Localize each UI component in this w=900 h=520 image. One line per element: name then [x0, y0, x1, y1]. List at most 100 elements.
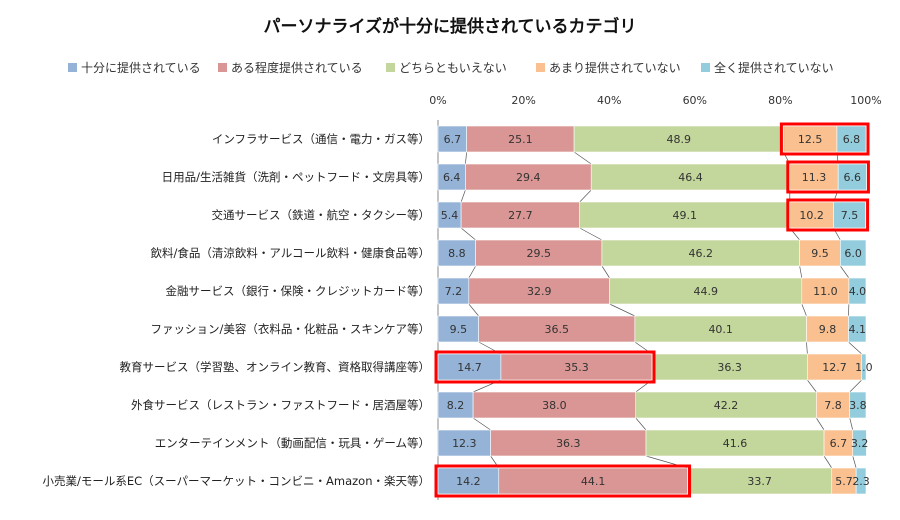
data-label: 35.3	[564, 361, 589, 374]
connector-line	[807, 379, 817, 393]
legend-swatch	[218, 63, 227, 72]
bar-segment	[833, 201, 866, 229]
data-label: 7.2	[445, 285, 463, 298]
x-tick-label: 60%	[683, 94, 707, 107]
bar-segment	[837, 163, 867, 191]
connector-line	[849, 417, 854, 431]
bar-segment	[609, 277, 803, 305]
bar-segment	[437, 163, 466, 191]
data-label: 6.8	[843, 133, 861, 146]
bar-segment	[855, 467, 867, 495]
bar-segment	[590, 163, 791, 191]
data-label: 46.2	[689, 247, 714, 260]
data-label: 5.4	[441, 209, 459, 222]
legend-swatch	[68, 63, 77, 72]
bar-row: 14.2 44.1 33.7 5.7 2.3	[437, 467, 870, 495]
legend-item: 十分に提供されている	[68, 60, 201, 75]
data-label: 12.3	[452, 437, 477, 450]
data-label: 36.5	[545, 323, 570, 336]
x-tick-label: 100%	[850, 94, 881, 107]
bar-segment	[807, 353, 863, 381]
data-label: 14.7	[457, 361, 482, 374]
legend-item: ある程度提供されている	[218, 60, 363, 75]
connector-line	[601, 265, 610, 279]
data-label: 3.8	[849, 399, 867, 412]
legend-swatch	[386, 63, 395, 72]
legend-item: どちらともいえない	[386, 61, 507, 75]
x-tick-label: 80%	[768, 94, 792, 107]
bar-segment	[799, 239, 841, 267]
category-label: 外食サービス（レストラン・ファストフード・居酒屋等）	[131, 398, 430, 412]
connector-line	[799, 265, 803, 279]
data-label: 4.1	[848, 323, 866, 336]
legend-item: 全く提供されていない	[701, 60, 834, 75]
data-label: 29.4	[516, 171, 541, 184]
legend: 十分に提供されている ある程度提供されている どちらともいえない あまり提供されていな…	[68, 60, 834, 75]
category-label: 交通サービス（鉄道・航空・タクシー等）	[212, 208, 431, 222]
legend-label: ある程度提供されている	[231, 60, 363, 75]
bar-segment	[437, 391, 474, 419]
data-label: 9.5	[450, 323, 468, 336]
connector-line	[472, 417, 491, 431]
bar-segment	[437, 239, 476, 267]
data-label: 14.2	[456, 475, 481, 488]
bar-segment	[634, 315, 807, 343]
data-label: 5.7	[835, 475, 853, 488]
data-label: 6.0	[844, 247, 862, 260]
data-label: 9.5	[811, 247, 829, 260]
legend-label: 全く提供されていない	[714, 60, 834, 75]
data-label: 42.2	[714, 399, 739, 412]
bar-segment	[573, 125, 784, 153]
bar-segment	[783, 125, 838, 153]
bar-segment	[848, 277, 867, 305]
bar-row: 12.3 36.3 41.6 6.7 3.2	[437, 429, 868, 457]
connector-line	[852, 455, 857, 469]
bar-segment	[437, 277, 470, 305]
highlight-box	[786, 198, 870, 232]
data-label: 12.7	[822, 361, 847, 374]
x-tick-label: 0%	[429, 94, 446, 107]
data-label: 6.6	[844, 171, 862, 184]
bar-segment	[475, 239, 603, 267]
legend-label: 十分に提供されている	[81, 60, 201, 75]
bar-row: 14.7 35.3 36.3 12.7 1.0	[437, 353, 873, 381]
data-label: 7.8	[824, 399, 842, 412]
bar-segment	[472, 391, 637, 419]
data-label: 2.3	[852, 475, 870, 488]
category-label: 小売業/モール系EC（スーパーマーケット・コンビニ・Amazon・楽天等）	[42, 474, 430, 488]
data-label: 46.4	[678, 171, 703, 184]
connector-line	[573, 151, 592, 165]
data-label: 8.8	[448, 247, 466, 260]
data-label: 49.1	[672, 209, 697, 222]
bar-segment	[789, 163, 839, 191]
bar-segment	[801, 277, 850, 305]
data-label: 6.4	[443, 171, 461, 184]
data-label: 12.5	[798, 133, 823, 146]
highlight-box	[779, 122, 870, 156]
data-label: 29.5	[527, 247, 552, 260]
bar-segment	[823, 429, 854, 457]
bar-segment	[498, 467, 688, 495]
bar-row: 7.2 32.9 44.9 11.0 4.0	[437, 277, 867, 305]
data-label: 36.3	[556, 437, 581, 450]
bar-segment	[836, 125, 867, 153]
data-label: 40.1	[708, 323, 733, 336]
data-label: 6.7	[444, 133, 462, 146]
bar-segment	[437, 353, 502, 381]
bar-segment	[601, 239, 800, 267]
bar-row: 6.4 29.4 46.4 11.3 6.6	[437, 163, 867, 191]
category-label: エンターテインメント（動画配信・玩具・ゲーム等）	[155, 436, 430, 450]
category-label: 日用品/生活雑貨（洗剤・ペットフード・文房具等）	[162, 170, 430, 184]
legend-swatch	[536, 63, 545, 72]
category-label: 飲料/食品（清涼飲料・アルコール飲料・健康食品等）	[150, 246, 430, 260]
x-tick-label: 20%	[511, 94, 535, 107]
bar-segment	[437, 315, 479, 343]
connector-line	[816, 417, 825, 431]
connector-line	[468, 265, 476, 279]
category-label: 教育サービス（学習塾、オンライン教育、資格取得講座等）	[120, 360, 431, 374]
bar-segment	[789, 201, 834, 229]
legend-label: あまり提供されていない	[549, 60, 681, 75]
connector-line	[468, 303, 479, 317]
bar-row: 8.2 38.0 42.2 7.8 3.8	[437, 391, 867, 419]
data-label: 4.0	[849, 285, 867, 298]
